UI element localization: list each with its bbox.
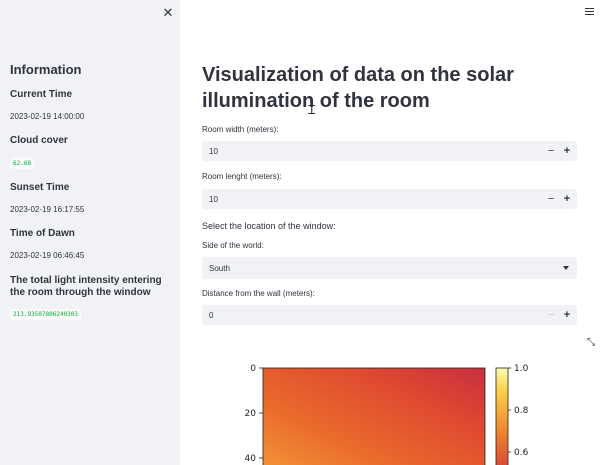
- room-width-decrement-button[interactable]: −: [547, 145, 555, 157]
- sidebar-title: Information: [10, 62, 82, 77]
- cloud-cover-label: Cloud cover: [10, 135, 68, 146]
- close-icon[interactable]: ✕: [162, 5, 174, 20]
- room-length-input[interactable]: 10 − +: [202, 189, 577, 209]
- distance-increment-button[interactable]: +: [563, 309, 571, 321]
- sidebar: ✕ Information Current Time 2023-02-19 14…: [0, 0, 180, 465]
- distance-decrement-button[interactable]: −: [547, 309, 555, 321]
- room-width-label: Room width (meters):: [202, 125, 279, 134]
- side-of-world-select[interactable]: South: [202, 257, 577, 279]
- heatmap-chart: 0 20 40 1.0 0.8 0.6: [245, 364, 529, 465]
- distance-value[interactable]: 0: [209, 311, 214, 320]
- sunset-value: 2023-02-19 16:17:55: [10, 205, 85, 214]
- y-tick-label: 40: [245, 454, 257, 464]
- colorbar-tick-label: 0.6: [514, 448, 529, 458]
- colorbar: [495, 367, 509, 465]
- side-of-world-label: Side of the world:: [202, 241, 264, 250]
- colorbar-tick-label: 1.0: [514, 364, 529, 374]
- distance-label: Distance from the wall (meters):: [202, 289, 315, 298]
- sunset-label: Sunset Time: [10, 182, 70, 193]
- current-time-label: Current Time: [10, 89, 73, 100]
- window-location-label: Select the location of the window:: [202, 221, 336, 231]
- room-length-increment-button[interactable]: +: [563, 193, 571, 205]
- intensity-label: The total light intensity entering the r…: [10, 275, 162, 298]
- side-of-world-value[interactable]: South: [209, 264, 230, 273]
- current-time-value: 2023-02-19 14:00:00: [10, 112, 85, 121]
- colorbar-tick-label: 0.8: [514, 406, 529, 416]
- y-tick-label: 0: [250, 364, 256, 374]
- dawn-label: Time of Dawn: [10, 228, 75, 239]
- room-length-label: Room lenght (meters):: [202, 172, 282, 181]
- chevron-down-icon[interactable]: [563, 266, 569, 270]
- room-width-value[interactable]: 10: [209, 147, 218, 156]
- fullscreen-expand-icon[interactable]: ⤡: [587, 337, 595, 348]
- room-length-value[interactable]: 10: [209, 195, 218, 204]
- intensity-value: 213.93507806240303: [10, 309, 82, 320]
- distance-input[interactable]: 0 − +: [202, 305, 577, 325]
- dawn-value: 2023-02-19 06:46:45: [10, 251, 85, 260]
- y-tick-label: 20: [245, 409, 257, 419]
- page-title: Visualization of data on the solar illum…: [202, 64, 514, 112]
- text-cursor-icon: Ꮖ: [308, 103, 316, 117]
- room-width-increment-button[interactable]: +: [563, 145, 571, 157]
- heatmap-image: [262, 367, 486, 465]
- hamburger-menu-icon[interactable]: [585, 6, 597, 18]
- room-width-input[interactable]: 10 − +: [202, 141, 577, 161]
- cloud-cover-value: 62.68: [10, 158, 35, 169]
- room-length-decrement-button[interactable]: −: [547, 193, 555, 205]
